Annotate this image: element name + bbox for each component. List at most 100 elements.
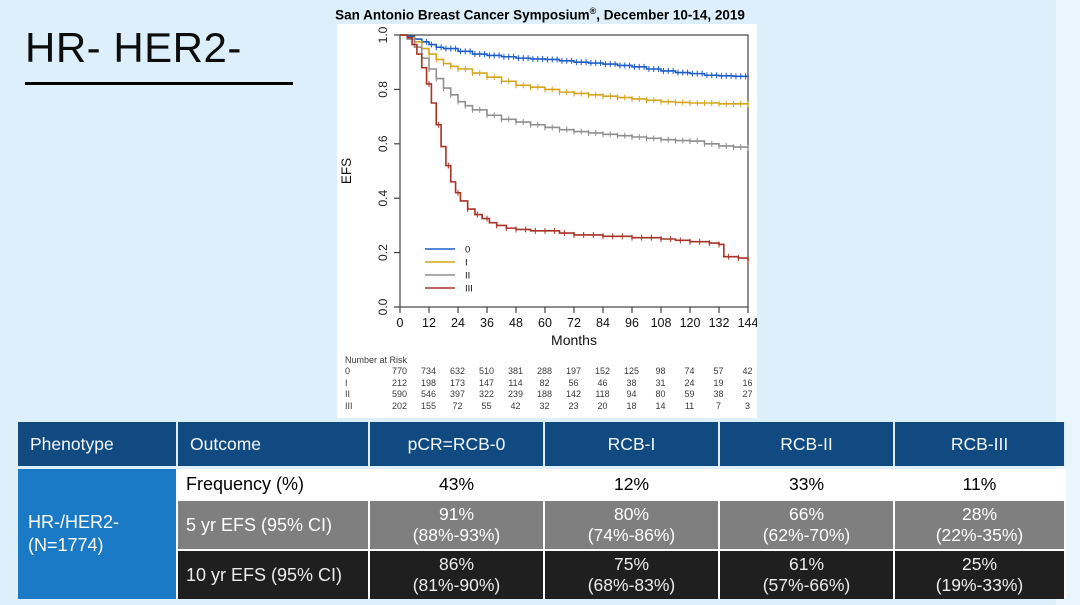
risk-value: 198 — [420, 377, 437, 388]
phenotype-line1: HR-/HER2- — [28, 511, 120, 532]
risk-value: 239 — [507, 389, 524, 399]
risk-value: 82 — [539, 377, 550, 388]
plot-frame — [399, 34, 749, 308]
risk-value: 20 — [597, 400, 608, 411]
symposium-title-date: , December 10-14, 2019 — [596, 7, 745, 23]
km-chart-panel: 0.0 0.2 0.4 0.6 0.8 1.0 0 12 24 36 48 60 72 84 96 108 12… — [337, 24, 757, 418]
risk-value: 27 — [742, 389, 753, 399]
phenotype-cell: HR-/HER2- (N=1774) — [18, 469, 176, 599]
x-tick-label: 108 — [651, 316, 672, 330]
phenotype-line2: (N=1774) — [28, 535, 104, 555]
header-rcb0: pCR=RCB-0 — [370, 422, 543, 466]
risk-value: 173 — [449, 377, 466, 388]
y-tick-label: 0.6 — [376, 135, 390, 152]
risk-value: 322 — [478, 389, 495, 399]
x-tick-label: 48 — [509, 316, 523, 330]
outcome-label: 10 yr EFS (95% CI) — [178, 551, 368, 599]
value-cell: 25% (19%-33%) — [895, 551, 1064, 599]
risk-value: 147 — [478, 377, 495, 388]
risk-value: 38 — [626, 377, 637, 388]
risk-value: 24 — [684, 377, 695, 388]
value-cell: 86% (81%-90%) — [370, 551, 543, 599]
risk-value: 11 — [684, 400, 695, 411]
risk-row-label: III — [345, 400, 353, 411]
header-rcb1: RCB-I — [545, 422, 718, 466]
value-cell: 91% (88%-93%) — [370, 501, 543, 549]
header-phenotype: Phenotype — [18, 422, 176, 466]
value-cell: 61% (57%-66%) — [720, 551, 893, 599]
results-table: Phenotype Outcome pCR=RCB-0 RCB-I RCB-II… — [18, 422, 1066, 599]
x-axis-label: Months — [551, 332, 597, 348]
x-tick-label: 120 — [680, 316, 701, 330]
risk-value: 19 — [713, 377, 724, 388]
risk-value: 155 — [420, 400, 437, 411]
x-tick-label: 24 — [451, 316, 465, 330]
risk-value: 734 — [420, 366, 437, 376]
risk-value: 42 — [510, 400, 521, 411]
risk-value: 590 — [391, 389, 408, 399]
x-tick-label: 60 — [538, 316, 552, 330]
x-tick-label: 12 — [422, 316, 436, 330]
symposium-title-main: San Antonio Breast Cancer Symposium — [335, 7, 590, 23]
y-tick-label: 0.0 — [376, 298, 390, 315]
header-outcome: Outcome — [178, 422, 368, 466]
x-tick-label: 72 — [567, 316, 581, 330]
risk-value: 118 — [595, 389, 610, 399]
risk-value: 16 — [742, 377, 753, 388]
risk-value: 94 — [626, 389, 637, 399]
risk-value: 202 — [391, 400, 408, 411]
registered-mark: ® — [589, 6, 597, 16]
risk-value: 152 — [594, 366, 611, 376]
legend-label-II: II — [465, 271, 470, 282]
y-axis-label: EFS — [339, 158, 354, 184]
risk-value: 3 — [744, 400, 750, 411]
x-tick-label: 84 — [596, 316, 610, 330]
risk-value: 510 — [478, 366, 495, 376]
number-at-risk: Number at Risk 0 770 734 632 510 381 288 197 152… — [337, 355, 763, 412]
risk-value: 59 — [684, 389, 695, 399]
risk-value: 32 — [539, 400, 550, 411]
risk-value: 7 — [715, 400, 721, 411]
value-cell: 11% — [895, 469, 1064, 499]
results-table-header: Phenotype Outcome pCR=RCB-0 RCB-I RCB-II… — [18, 422, 1066, 466]
x-tick-label: 36 — [480, 316, 494, 330]
legend-label-III: III — [465, 284, 473, 295]
risk-value: 188 — [536, 389, 553, 399]
risk-value: 197 — [565, 366, 582, 376]
value-cell: 33% — [720, 469, 893, 499]
risk-value: 397 — [449, 389, 466, 399]
value-cell: 43% — [370, 469, 543, 499]
results-table-body: HR-/HER2- (N=1774) Frequency (%) 43% 12% 33… — [18, 469, 1066, 599]
risk-value: 57 — [713, 366, 724, 376]
km-curve-0 — [400, 34, 749, 78]
risk-value: 23 — [568, 400, 579, 411]
risk-value: 18 — [626, 400, 637, 411]
km-chart: 0.0 0.2 0.4 0.6 0.8 1.0 0 12 24 36 48 60 72 84 96 108 12… — [339, 26, 757, 348]
legend-label-0: 0 — [465, 245, 470, 256]
risk-value: 125 — [623, 366, 640, 376]
y-tick-label: 0.8 — [376, 81, 390, 98]
outcome-label: 5 yr EFS (95% CI) — [178, 501, 368, 549]
value-cell: 75% (68%-83%) — [545, 551, 718, 599]
value-cell: 12% — [545, 469, 718, 499]
risk-row: 0 770 734 632 510 381 288 197 152 125 98 74 57 42 — [337, 366, 763, 378]
risk-value: 381 — [507, 366, 524, 376]
risk-value: 114 — [508, 377, 523, 388]
page-title-text: HR- HER2- — [25, 24, 242, 71]
risk-value: 72 — [452, 400, 463, 411]
risk-value: 142 — [565, 389, 582, 399]
header-rcb2: RCB-II — [720, 422, 893, 466]
risk-value: 546 — [420, 389, 437, 399]
risk-value: 55 — [481, 400, 492, 411]
risk-value: 42 — [742, 366, 753, 376]
risk-value: 80 — [655, 389, 666, 399]
value-cell: 80% (74%-86%) — [545, 501, 718, 549]
risk-value: 74 — [684, 366, 695, 376]
x-tick-label: 0 — [397, 316, 404, 330]
outcome-label: Frequency (%) — [178, 469, 368, 499]
risk-value: 38 — [713, 389, 724, 399]
risk-value: 56 — [568, 377, 579, 388]
risk-value: 14 — [655, 400, 666, 411]
symposium-title: San Antonio Breast Cancer Symposium®, De… — [0, 6, 1080, 23]
